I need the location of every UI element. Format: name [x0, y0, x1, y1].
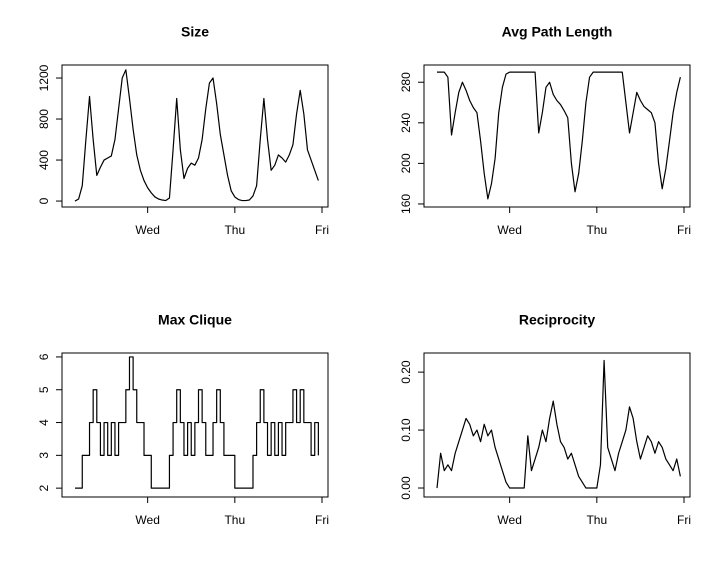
y-tick-label: 3: [37, 452, 51, 459]
y-tick-label: 0.10: [399, 418, 413, 442]
y-tick-label: 800: [37, 109, 51, 129]
x-tick-label: Fri: [677, 223, 691, 237]
x-tick-label: Wed: [135, 513, 159, 527]
data-line: [75, 356, 319, 489]
x-tick-label: Fri: [315, 513, 329, 527]
chart-title: Size: [181, 24, 209, 40]
data-line: [436, 359, 681, 489]
y-tick-label: 0.20: [399, 360, 413, 384]
x-tick-label: Thu: [224, 513, 245, 527]
y-tick-label: 0.00: [399, 476, 413, 500]
plot-box: [61, 64, 329, 208]
y-tick-label: 240: [399, 112, 413, 132]
y-tick-label: 0: [37, 197, 51, 204]
y-tick-label: 400: [37, 150, 51, 170]
data-line: [437, 71, 681, 200]
x-tick-label: Thu: [586, 223, 607, 237]
y-tick-label: 6: [37, 353, 51, 360]
y-tick-label: 280: [399, 72, 413, 92]
chart-title: Max Clique: [158, 312, 232, 328]
chart-title: Avg Path Length: [502, 24, 613, 40]
x-tick-label: Thu: [224, 223, 245, 237]
y-tick-label: 5: [37, 386, 51, 393]
y-tick-label: 1200: [37, 64, 51, 91]
chart-title: Reciprocity: [519, 312, 595, 328]
y-tick-label: 160: [399, 194, 413, 214]
y-tick-label: 4: [37, 419, 51, 426]
y-tick-label: 2: [37, 484, 51, 491]
data-line: [74, 69, 319, 202]
y-tick-label: 200: [399, 153, 413, 173]
x-tick-label: Fri: [677, 513, 691, 527]
x-tick-label: Wed: [497, 223, 521, 237]
x-tick-label: Thu: [586, 513, 607, 527]
x-tick-label: Fri: [315, 223, 329, 237]
x-tick-label: Wed: [135, 223, 159, 237]
x-tick-label: Wed: [497, 513, 521, 527]
